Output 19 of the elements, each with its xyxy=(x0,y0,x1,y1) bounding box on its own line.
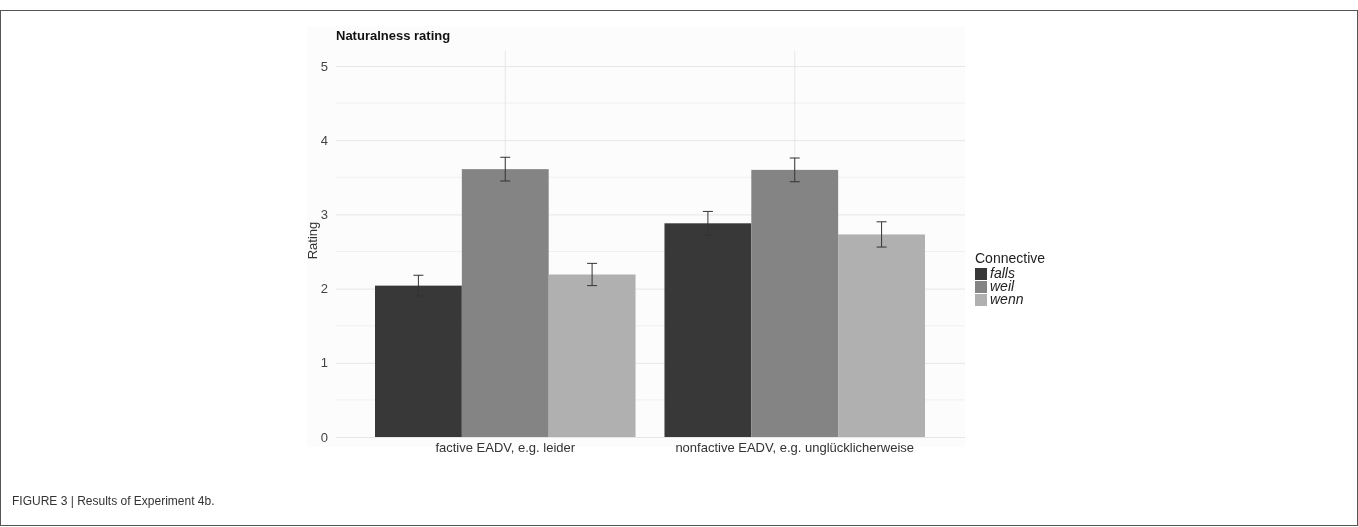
bar xyxy=(838,234,925,437)
chart-title: Naturalness rating xyxy=(336,28,451,43)
bar xyxy=(751,169,839,437)
caption: FIGURE 3 | Results of Experiment 4b. xyxy=(12,494,215,508)
legend-label: weil xyxy=(990,278,1016,294)
y-axis-title: Rating xyxy=(305,221,320,260)
legend-label: wenn xyxy=(990,291,1024,307)
x-tick-label: nonfactive EADV, e.g. unglücklicherweise xyxy=(675,439,915,455)
y-tick-label: 4 xyxy=(320,132,328,148)
x-tick-label: factive EADV, e.g. leider xyxy=(435,439,576,455)
legend-title: Connective xyxy=(975,250,1046,266)
legend-label: falls xyxy=(990,265,1015,281)
bar xyxy=(548,274,636,437)
y-tick-label: 5 xyxy=(320,58,328,74)
y-tick-label: 2 xyxy=(320,281,328,297)
y-tick-label: 1 xyxy=(320,355,328,371)
y-tick-label: 3 xyxy=(320,207,328,223)
bar xyxy=(461,169,549,437)
y-tick-label: 0 xyxy=(320,429,328,445)
